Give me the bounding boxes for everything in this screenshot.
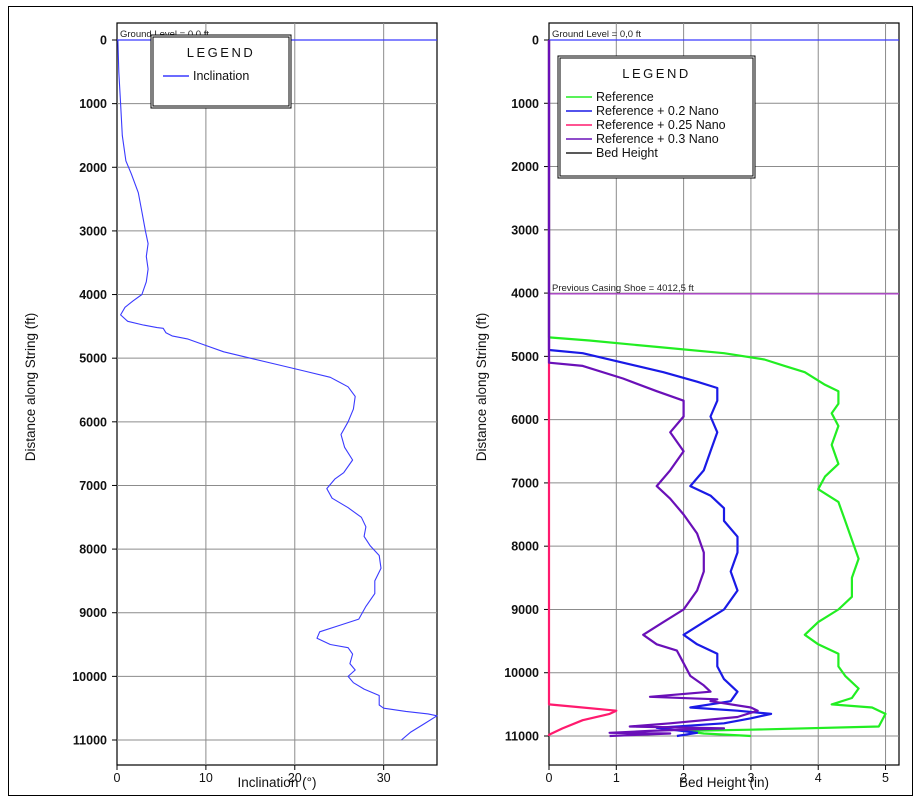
y-tick-label: 0 [532,34,539,48]
y-tick-label: 6000 [511,413,539,427]
x-tick-label: 4 [815,771,822,785]
x-tick-label: 5 [882,771,889,785]
x-tick-label: 0 [546,771,553,785]
y-tick-label: 4000 [79,288,107,302]
legend: LEGEND Inclination [150,34,292,109]
x-tick-label: 2 [680,771,687,785]
legend-item-label: Inclination [193,69,249,83]
y-tick-label: 7000 [511,476,539,490]
y-tick-label: 10000 [504,666,539,680]
x-tick-label: 1 [613,771,620,785]
y-tick-label: 8000 [511,540,539,554]
x-tick-label: 10 [199,771,213,785]
y-tick-label: 2000 [79,161,107,175]
series-line-1 [117,39,438,741]
y-axis-label: Distance along String (ft) [23,313,38,462]
series-group [117,39,438,741]
legend-item-label: Reference + 0.25 Nano [596,118,726,132]
series-line-1 [547,40,887,738]
y-tick-label: 10000 [72,670,107,684]
y-tick-label: 5000 [511,350,539,364]
y-tick-label: 5000 [79,352,107,366]
series-line-3 [547,40,618,736]
y-axis-label: Distance along String (ft) [474,313,489,462]
annotation-label: Previous Casing Shoe = 4012,5 ft [552,283,694,294]
x-tick-label: 0 [114,771,121,785]
y-tick-label: 2000 [511,160,539,174]
legend-title: LEGEND [187,45,255,60]
y-tick-label: 11000 [505,730,539,744]
legend-item-label: Reference + 0.2 Nano [596,104,719,118]
y-tick-label: 3000 [79,224,107,238]
legend-item-label: Bed Height [596,146,658,160]
y-tick-label: 0 [100,34,107,48]
legend-box [150,34,292,109]
legend-title: LEGEND [622,66,690,81]
y-tick-label: 6000 [79,415,107,429]
y-tick-label: 1000 [511,97,539,111]
y-tick-label: 9000 [511,603,539,617]
y-tick-label: 3000 [511,223,539,237]
legend-box [557,55,756,179]
legend-item-label: Reference [596,90,654,104]
grid [117,23,437,765]
legend-inner-box [559,57,754,177]
legend-inner-box [152,36,290,107]
y-tick-label: 7000 [79,479,107,493]
series-line-4 [547,40,759,738]
series-line-2 [547,40,773,738]
x-axis-label: Bed Height (in) [679,775,769,790]
y-tick-label: 11000 [73,734,107,748]
series-group [547,40,887,738]
plot-area [116,22,438,766]
figure-svg: 0100020003000400050006000700080009000100… [23,22,900,790]
x-tick-label: 30 [377,771,391,785]
x-tick-label: 3 [747,771,754,785]
chart-panel-2: 0 1000 2000 3000 4000 5000 6000 7000 8000 9000 100… [474,22,900,790]
legend-item-label: Reference + 0.3 Nano [596,132,719,146]
y-tick-label: 9000 [79,606,107,620]
figure-frame: 0 1000 2000 3000 4000 5000 6000 7000 8000 9000 100… [8,6,913,796]
x-tick-label: 20 [288,771,302,785]
annotation-label: Ground Level = 0,0 ft [552,29,641,40]
x-axis-label: Inclination (°) [238,775,317,790]
y-tick-label: 4000 [511,287,539,301]
chart-panel-1: 0100020003000400050006000700080009000100… [23,22,438,790]
y-tick-label: 1000 [79,97,107,111]
y-tick-label: 8000 [79,543,107,557]
